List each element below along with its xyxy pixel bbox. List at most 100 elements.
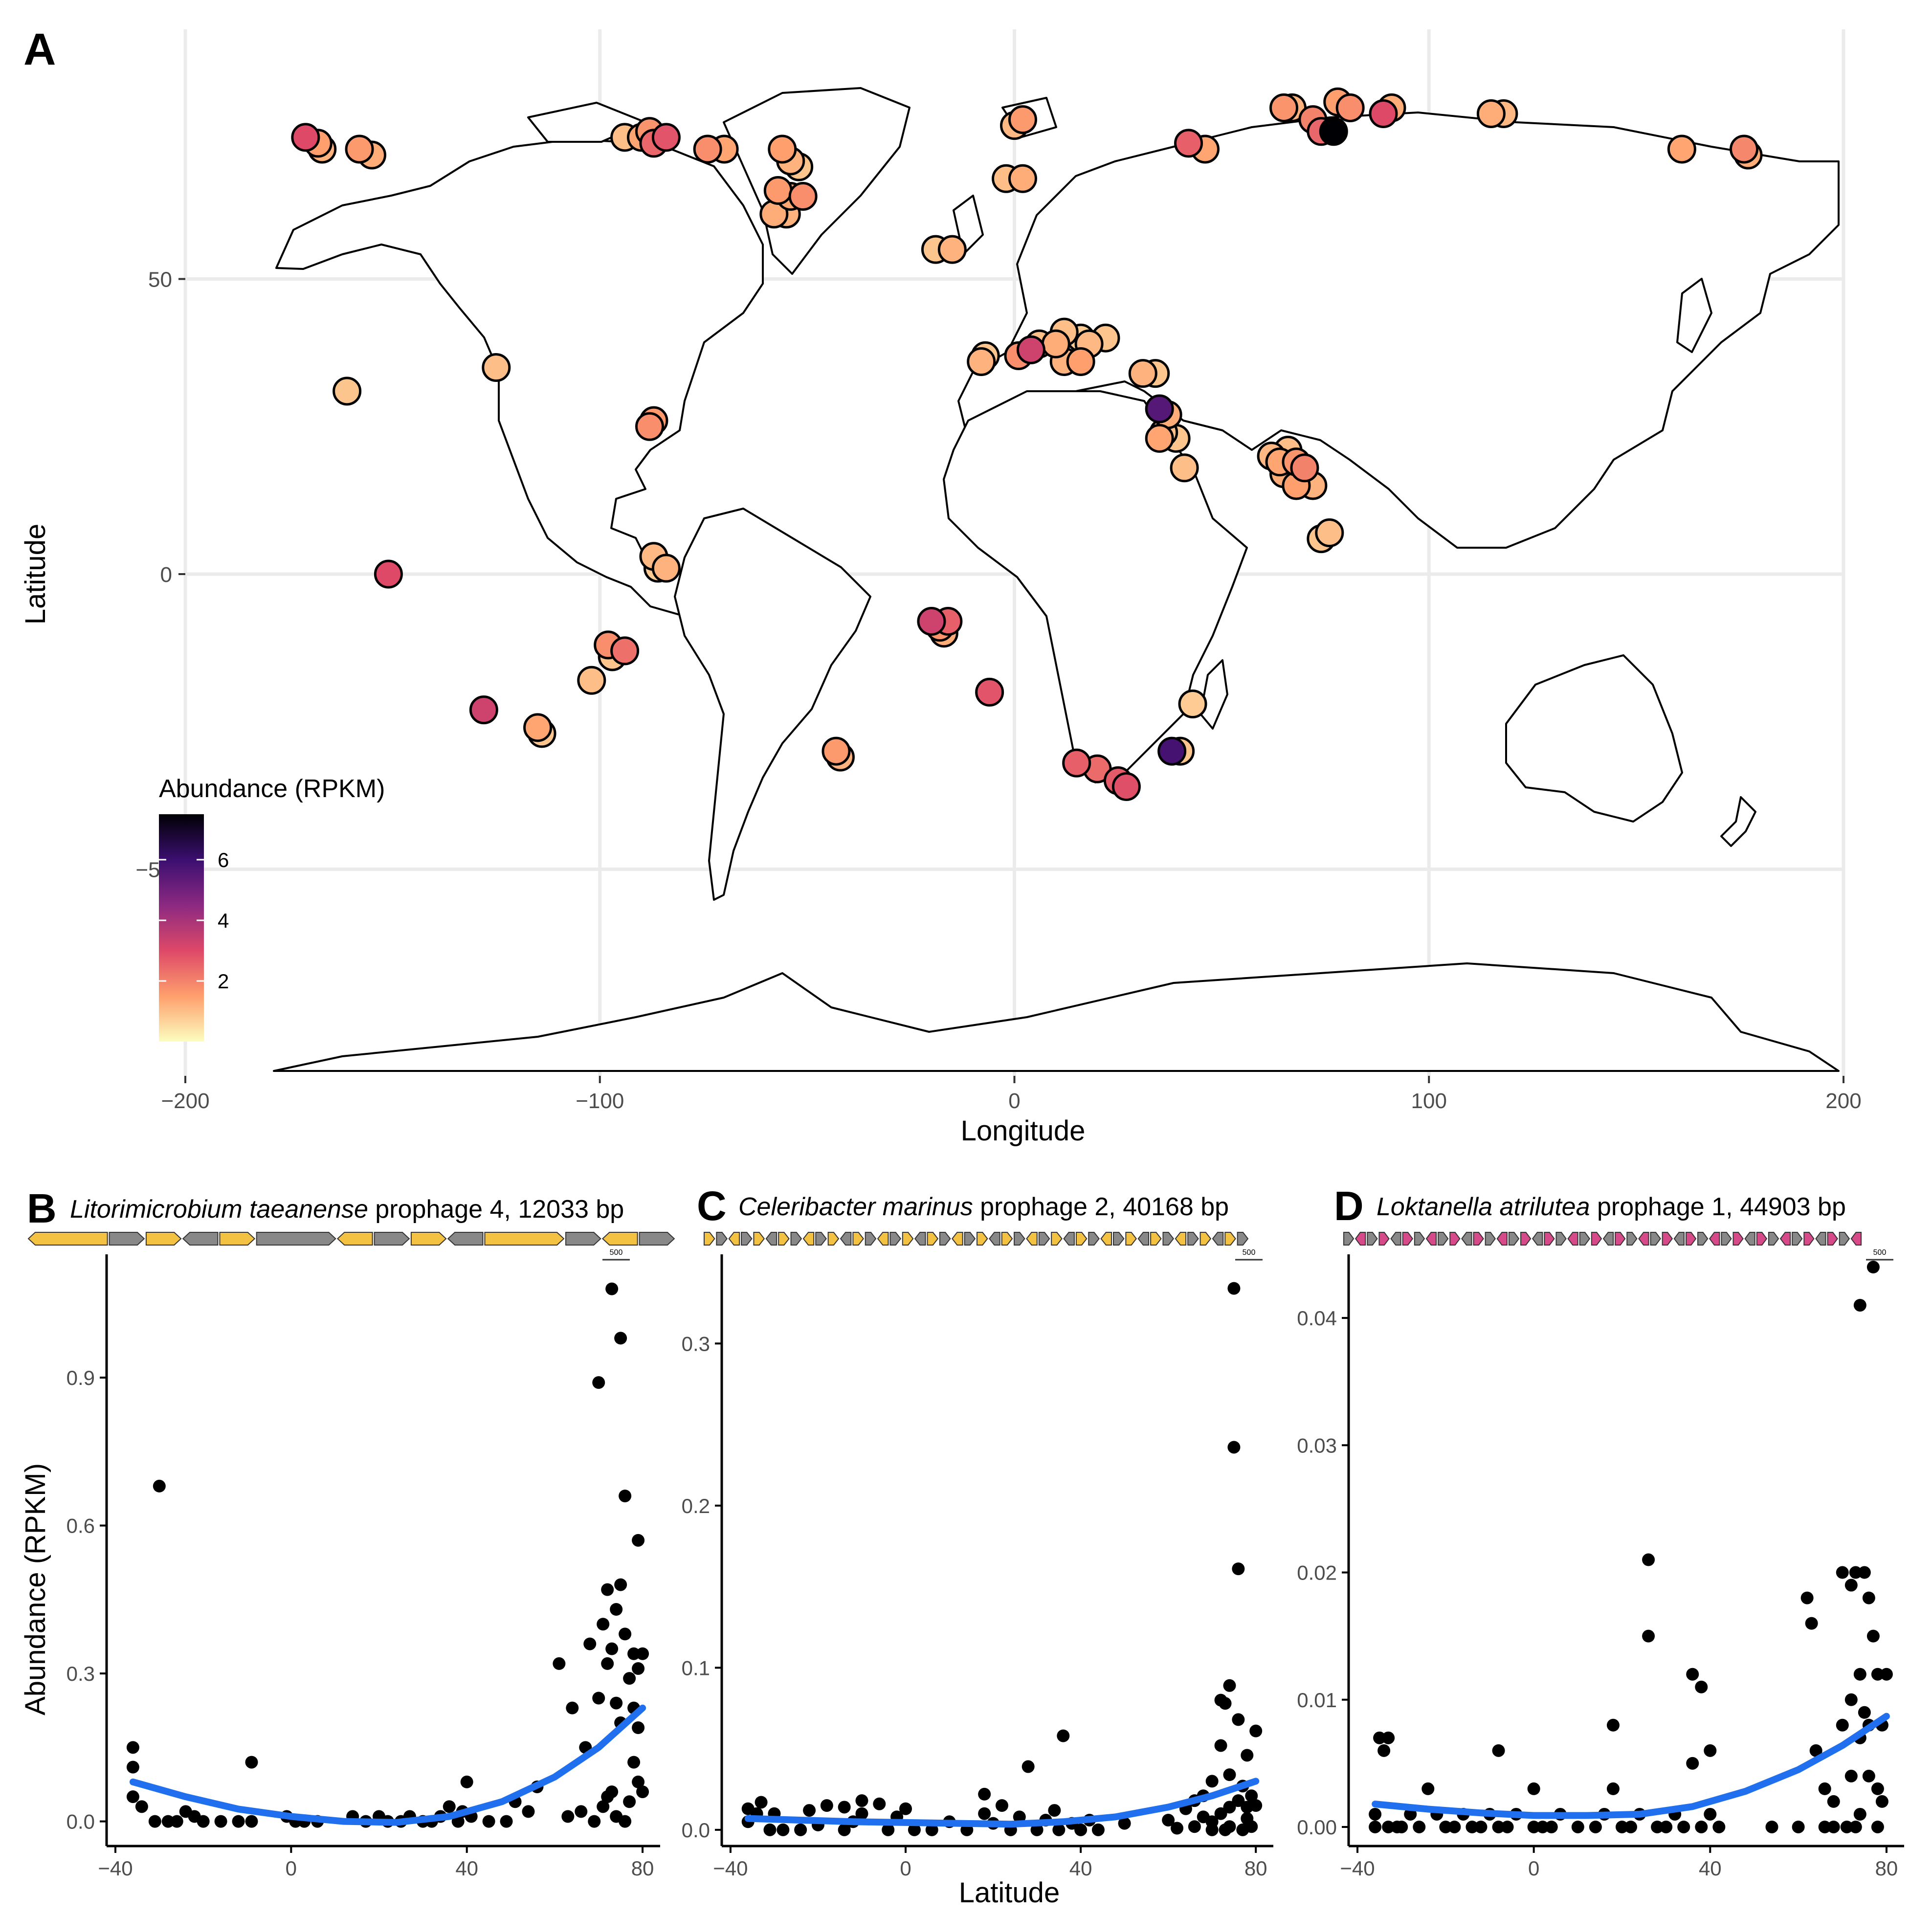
gene-arrow [1615,1232,1626,1246]
gene-arrow [374,1232,410,1246]
panel-letter-a: A [23,24,56,74]
data-point [553,1657,566,1670]
data-point [1862,1591,1875,1604]
data-point [1223,1679,1236,1692]
gene-arrow [815,1232,827,1246]
data-point [1249,1799,1263,1812]
data-point [1118,1817,1131,1830]
data-point [1853,1807,1866,1821]
trend-line [744,1778,1260,1828]
gene-arrow [109,1232,145,1246]
panel-letter-d: D [1334,1183,1364,1229]
map-x-axis-label: Longitude [961,1115,1086,1147]
sample-point [822,736,851,766]
gene-arrow [1520,1232,1532,1246]
sample-point [523,713,553,742]
data-point [855,1794,868,1807]
gene-arrow [145,1232,182,1246]
data-point [978,1787,991,1801]
sample-point [1041,329,1070,358]
y-tick-label: 0.02 [1297,1561,1337,1584]
data-point [601,1657,614,1670]
data-point [575,1805,588,1818]
data-point [126,1790,139,1804]
map-y-axis-label: Latitude [20,524,51,624]
gene-arrow [1544,1232,1555,1246]
data-point [1369,1807,1382,1821]
sample-point [635,412,664,441]
data-point [1545,1820,1558,1833]
gene-arrow [1026,1232,1038,1246]
data-point [1818,1782,1831,1795]
data-point [1704,1744,1717,1757]
gene-arrow [802,1232,815,1246]
data-point [755,1796,768,1809]
legend-tick-label: 2 [218,970,229,993]
data-point [873,1797,886,1810]
data-point [627,1756,641,1769]
sample-point [1145,394,1174,423]
data-point [1245,1789,1258,1803]
data-point [1792,1820,1805,1833]
data-point [1091,1823,1105,1836]
panel-title-c: Celeribacter marinus prophage 2, 40168 b… [738,1193,1229,1221]
data-point [1818,1820,1831,1833]
data-point [1377,1744,1391,1757]
species-name: Loktanella atrilutea [1377,1193,1590,1221]
data-point [1853,1299,1866,1312]
bottom-y-axis-label: Abundance (RPKM) [20,1463,51,1715]
sample-point [917,607,946,636]
data-point [583,1637,597,1650]
prophage-info: prophage 4, 12033 bp [368,1195,624,1224]
data-point [135,1800,148,1813]
data-point [1827,1820,1840,1833]
south-america-outline [674,508,871,901]
sample-point [1315,518,1344,548]
gene-arrow [902,1232,914,1246]
data-point [214,1815,227,1828]
data-point [632,1721,645,1734]
x-tick-label: 80 [1875,1857,1898,1880]
data-point [1527,1782,1540,1795]
data-point [614,1332,627,1345]
data-point [1492,1820,1505,1833]
legend-colorbar [159,814,204,1042]
gene-arrow [1744,1232,1755,1246]
data-point [601,1583,614,1596]
gene-arrow [716,1232,728,1246]
gene-arrow [447,1232,484,1246]
gene-arrow [889,1232,902,1246]
map-x-tick-label: 200 [1825,1089,1861,1113]
data-point [1205,1775,1219,1788]
data-point [632,1534,645,1547]
map-x-tick-label: 0 [1008,1089,1020,1113]
sample-points [291,87,1763,802]
data-point [1871,1820,1884,1833]
x-tick-label: 0 [286,1857,297,1880]
sample-point [610,636,640,666]
data-point [482,1815,495,1828]
gene-arrow [1378,1232,1390,1246]
sample-point [937,235,967,264]
gene-arrow [1438,1232,1449,1246]
data-point [1642,1553,1655,1566]
data-point [838,1823,851,1836]
abundance-legend: Abundance (RPKM) 2 4 6 [159,775,385,1042]
panel-letter-c: C [697,1183,727,1229]
gene-arrow [1425,1232,1437,1246]
gene-arrow [1792,1232,1803,1246]
gene-arrow [1125,1232,1137,1246]
gene-arrow [1162,1232,1175,1246]
data-point [597,1800,610,1813]
gene-arrow [565,1232,601,1246]
gene-arrow [1175,1232,1187,1246]
gene-arrow [182,1232,219,1246]
sample-point [768,134,797,164]
map-x-tick-label: −200 [161,1089,209,1113]
data-point [610,1603,623,1616]
data-point [522,1805,535,1818]
world-coastlines [273,87,1840,1072]
data-point [1162,1813,1175,1826]
sample-point [763,176,793,205]
